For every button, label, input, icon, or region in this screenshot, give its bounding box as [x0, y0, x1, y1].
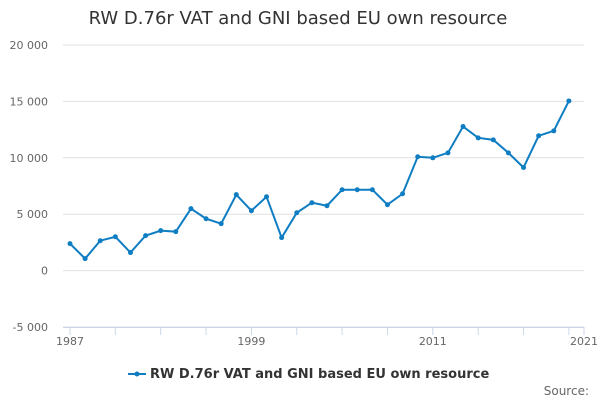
- data-point-1990[interactable]: [112, 234, 118, 240]
- x-tick-label: 1987: [56, 335, 84, 348]
- data-point-2019[interactable]: [551, 128, 557, 134]
- data-point-2018[interactable]: [536, 133, 542, 139]
- legend-item[interactable]: RW D.76r VAT and GNI based EU own resour…: [128, 367, 489, 382]
- data-point-2011[interactable]: [430, 155, 436, 161]
- data-point-1991[interactable]: [127, 250, 133, 256]
- x-tick-label: 2021: [570, 335, 598, 348]
- y-tick-label: 5 000: [17, 208, 49, 221]
- data-point-1997[interactable]: [218, 221, 224, 227]
- data-point-1998[interactable]: [233, 192, 239, 198]
- data-point-2014[interactable]: [475, 135, 481, 141]
- data-point-2020[interactable]: [566, 98, 572, 104]
- data-point-2017[interactable]: [521, 165, 527, 171]
- y-tick-label: 0: [41, 265, 48, 278]
- x-tick-label: 1999: [237, 335, 265, 348]
- data-point-2005[interactable]: [339, 187, 345, 193]
- data-point-2006[interactable]: [354, 187, 360, 193]
- data-point-1993[interactable]: [158, 228, 164, 234]
- data-point-2015[interactable]: [490, 137, 496, 143]
- data-point-2002[interactable]: [294, 210, 300, 216]
- source-label: Source:: [544, 384, 589, 398]
- data-point-2016[interactable]: [505, 150, 511, 156]
- data-point-2004[interactable]: [324, 203, 330, 209]
- y-tick-label: -5 000: [13, 321, 48, 334]
- data-point-1989[interactable]: [97, 238, 103, 244]
- y-tick-label: 20 000: [10, 39, 49, 52]
- data-point-2001[interactable]: [279, 235, 285, 241]
- chart-title: RW D.76r VAT and GNI based EU own resour…: [89, 8, 508, 29]
- y-tick-label: 10 000: [10, 152, 49, 165]
- data-point-2008[interactable]: [384, 202, 390, 208]
- data-point-2000[interactable]: [264, 194, 270, 200]
- legend-symbol-marker: [134, 371, 140, 377]
- data-point-2012[interactable]: [445, 150, 451, 156]
- data-point-1987[interactable]: [67, 241, 73, 247]
- data-point-1994[interactable]: [173, 229, 179, 235]
- data-point-1999[interactable]: [248, 208, 254, 214]
- data-point-1992[interactable]: [143, 233, 149, 239]
- data-point-2009[interactable]: [400, 191, 406, 197]
- data-point-1988[interactable]: [82, 256, 88, 262]
- data-point-1996[interactable]: [203, 216, 209, 222]
- data-point-2010[interactable]: [415, 154, 421, 160]
- x-tick-label: 2011: [419, 335, 447, 348]
- data-point-2007[interactable]: [369, 187, 375, 193]
- data-point-2013[interactable]: [460, 124, 466, 130]
- data-point-1995[interactable]: [188, 206, 194, 212]
- y-tick-label: 15 000: [10, 95, 49, 108]
- data-point-2003[interactable]: [309, 200, 315, 206]
- series-line: [69, 100, 570, 261]
- legend-label: RW D.76r VAT and GNI based EU own resour…: [150, 367, 489, 382]
